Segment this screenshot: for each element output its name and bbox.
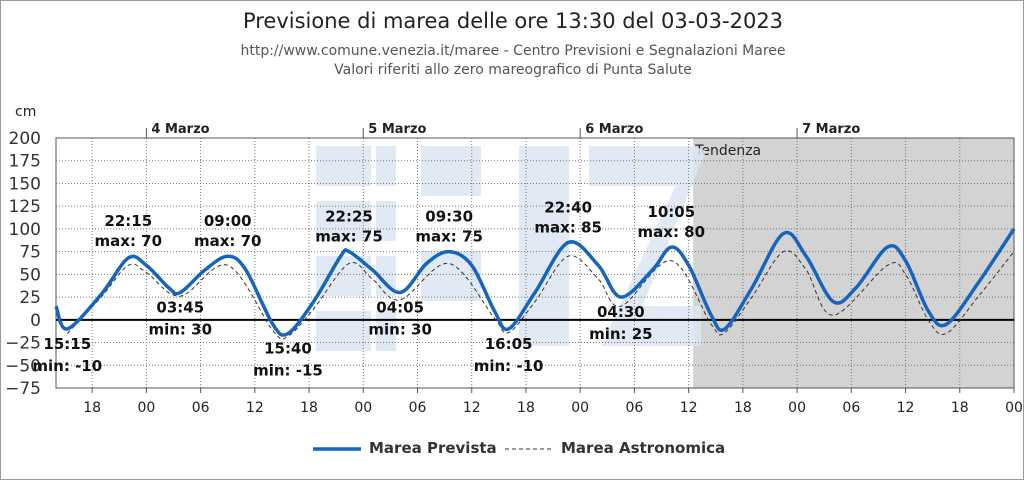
x-tick-label: 12 xyxy=(897,400,915,416)
annotation-time: 10:05 xyxy=(647,203,695,221)
day-label: 6 Marzo xyxy=(585,122,643,137)
y-tick-label: 200 xyxy=(9,129,41,149)
watermark-shape xyxy=(316,146,371,186)
annotation-value: max: 75 xyxy=(315,228,383,246)
annotation-value: min: 30 xyxy=(368,321,432,339)
x-tick-label: 12 xyxy=(246,400,264,416)
x-tick-label: 00 xyxy=(354,400,372,416)
watermark-shape xyxy=(421,146,481,196)
annotation-time: 22:25 xyxy=(325,208,373,226)
legend-label-forecast: Marea Prevista xyxy=(369,439,497,457)
x-tick-label: 00 xyxy=(137,400,155,416)
trend-label: Tendenza xyxy=(694,143,761,159)
x-tick-label: 18 xyxy=(734,400,752,416)
annotation-value: min: 25 xyxy=(589,325,653,343)
x-tick-label: 18 xyxy=(517,400,535,416)
watermark-shape xyxy=(376,256,396,296)
annotation-time: 09:00 xyxy=(204,212,252,230)
annotation-value: min: -15 xyxy=(253,361,323,379)
y-tick-label: 175 xyxy=(9,152,41,172)
watermark-shape xyxy=(376,201,396,241)
annotation-time: 16:05 xyxy=(485,335,533,353)
annotation-value: max: 70 xyxy=(95,232,163,250)
day-label: 5 Marzo xyxy=(368,122,426,137)
watermark-shape xyxy=(316,201,371,241)
y-tick-label: 100 xyxy=(9,220,41,240)
astro-line-icon xyxy=(505,448,553,450)
legend-item-astro: Marea Astronomica xyxy=(505,438,725,460)
x-tick-label: 00 xyxy=(571,400,589,416)
series-line-forecast xyxy=(54,227,1016,337)
x-tick-label: 00 xyxy=(1005,400,1023,416)
chart-subtitle-source: http://www.comune.venezia.it/maree - Cen… xyxy=(240,43,786,59)
forecast-line-icon xyxy=(313,447,361,451)
trend-area xyxy=(693,138,1014,388)
watermark-shape xyxy=(589,146,694,186)
y-tick-label: 75 xyxy=(19,243,41,263)
plot-border xyxy=(55,137,1015,389)
x-tick-label: 06 xyxy=(192,400,210,416)
legend-label-astro: Marea Astronomica xyxy=(561,439,726,457)
series-line-astro xyxy=(66,250,1015,340)
annotation-value: min: -10 xyxy=(32,357,102,375)
annotation-time: 15:40 xyxy=(264,339,312,357)
y-tick-label: 0 xyxy=(30,311,41,331)
x-tick-label: 06 xyxy=(409,400,427,416)
annotation-time: 04:05 xyxy=(376,299,424,317)
annotation-time: 22:40 xyxy=(544,199,592,217)
chart-subtitle-reference: Valori riferiti allo zero mareografico d… xyxy=(334,62,692,78)
annotation-value: max: 80 xyxy=(638,223,706,241)
y-axis-unit: cm xyxy=(15,104,36,120)
annotation-time: 04:30 xyxy=(597,303,645,321)
x-tick-label: 18 xyxy=(83,400,101,416)
annotation-time: 22:15 xyxy=(104,212,152,230)
annotation-value: min: -10 xyxy=(474,357,544,375)
x-tick-label: 12 xyxy=(463,400,481,416)
x-tick-label: 18 xyxy=(951,400,969,416)
annotation-value: max: 75 xyxy=(415,228,483,246)
y-tick-label: 25 xyxy=(19,288,41,308)
y-tick-label: −50 xyxy=(5,356,41,376)
x-tick-label: 12 xyxy=(680,400,698,416)
annotation-time: 09:30 xyxy=(425,208,473,226)
y-tick-label: −25 xyxy=(5,334,41,354)
annotation-time: 03:45 xyxy=(156,299,204,317)
legend-item-forecast: Marea Prevista xyxy=(313,438,497,460)
annotation-time: 15:15 xyxy=(43,335,91,353)
x-tick-label: 18 xyxy=(300,400,318,416)
x-tick-label: 00 xyxy=(788,400,806,416)
watermark-shape xyxy=(376,311,396,351)
y-tick-label: 150 xyxy=(9,174,41,194)
legend: Marea Prevista Marea Astronomica xyxy=(1,438,1023,460)
watermark-shape xyxy=(316,311,371,351)
day-label: 7 Marzo xyxy=(802,122,860,137)
y-tick-label: −75 xyxy=(5,379,41,399)
y-tick-label: 125 xyxy=(9,197,41,217)
day-label: 4 Marzo xyxy=(151,122,209,137)
x-tick-label: 06 xyxy=(626,400,644,416)
x-tick-label: 06 xyxy=(842,400,860,416)
annotation-value: max: 70 xyxy=(194,232,262,250)
annotation-value: max: 85 xyxy=(534,219,602,237)
chart-title: Previsione di marea delle ore 13:30 del … xyxy=(242,9,784,33)
annotation-value: min: 30 xyxy=(148,321,212,339)
y-tick-label: 50 xyxy=(19,265,41,285)
watermark-shape xyxy=(376,146,396,186)
